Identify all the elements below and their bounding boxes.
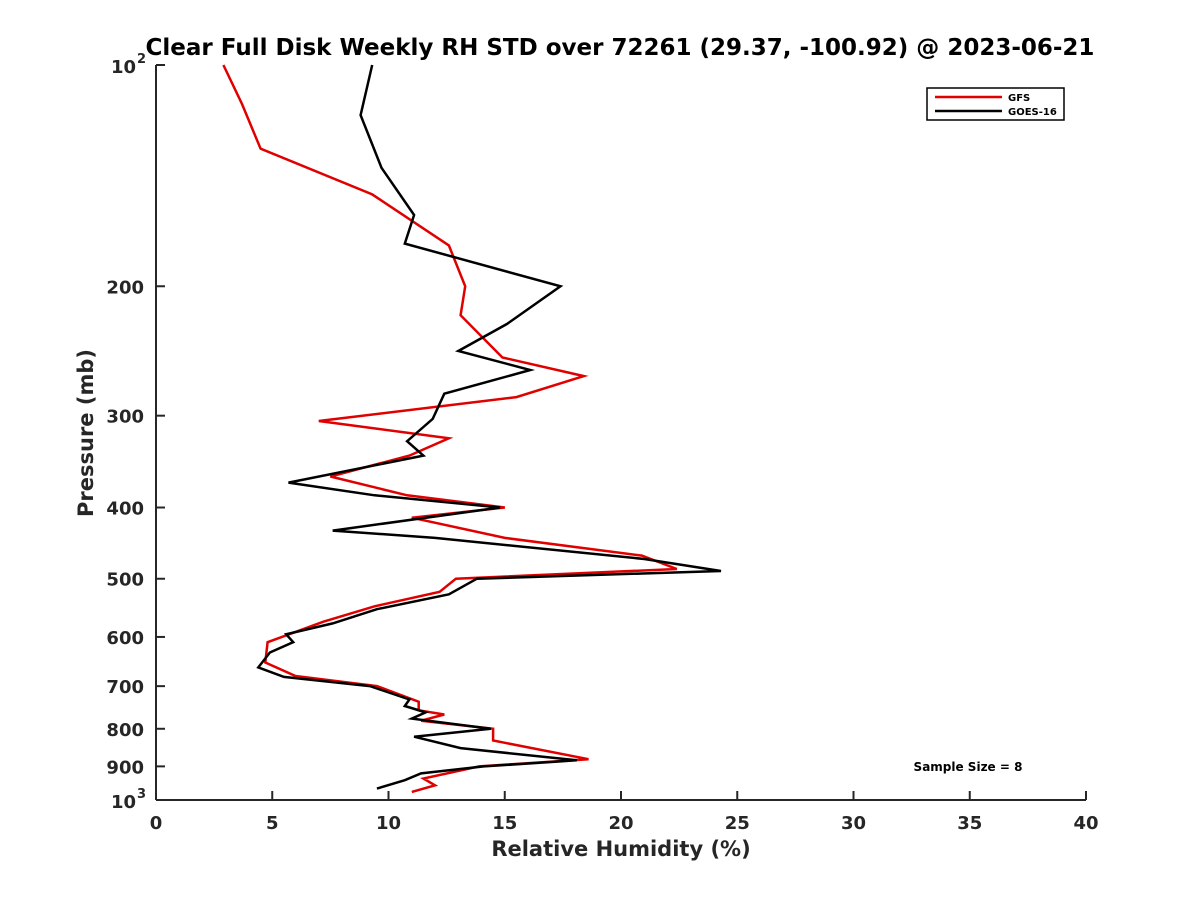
plot-axes bbox=[155, 65, 1086, 801]
y-tick-exponent: 2 bbox=[137, 52, 146, 67]
chart-legend: GFS GOES-16 bbox=[926, 87, 1065, 121]
x-tick-label: 0 bbox=[150, 813, 163, 834]
x-axis-ticks: 0 5 10 15 20 25 30 35 40 bbox=[150, 791, 1099, 834]
y-tick-label: 900 bbox=[106, 757, 144, 778]
legend-label-goes-16: GOES-16 bbox=[1008, 107, 1057, 118]
y-tick-label: 10 bbox=[111, 57, 136, 78]
y-tick-label: 10 bbox=[111, 792, 136, 813]
y-tick-label: 400 bbox=[106, 499, 144, 520]
y-tick-label: 200 bbox=[106, 277, 144, 298]
y-tick-label: 600 bbox=[106, 628, 144, 649]
x-tick-label: 20 bbox=[608, 813, 633, 834]
legend-box bbox=[926, 87, 1065, 121]
y-axis-label: Pressure (mb) bbox=[74, 349, 98, 517]
series-line-goes-16 bbox=[256, 64, 722, 790]
sample-size-annotation: Sample Size = 8 bbox=[914, 760, 1023, 774]
x-tick-label: 30 bbox=[841, 813, 866, 834]
legend-label-gfs: GFS bbox=[1008, 93, 1030, 104]
y-tick-exponent: 3 bbox=[137, 787, 146, 802]
y-tick-label: 800 bbox=[106, 720, 144, 741]
x-tick-label: 35 bbox=[957, 813, 982, 834]
series-line-gfs bbox=[222, 64, 678, 794]
x-tick-label: 5 bbox=[266, 813, 279, 834]
y-tick-label: 300 bbox=[106, 407, 144, 428]
x-tick-label: 40 bbox=[1073, 813, 1098, 834]
chart-title: Clear Full Disk Weekly RH STD over 72261… bbox=[146, 35, 1095, 61]
plot-series-group bbox=[222, 64, 722, 794]
y-tick-label: 700 bbox=[106, 677, 144, 698]
y-tick-label: 500 bbox=[106, 570, 144, 591]
x-tick-label: 25 bbox=[725, 813, 750, 834]
x-tick-label: 10 bbox=[376, 813, 401, 834]
x-tick-label: 15 bbox=[492, 813, 517, 834]
x-axis-label: Relative Humidity (%) bbox=[491, 837, 750, 861]
